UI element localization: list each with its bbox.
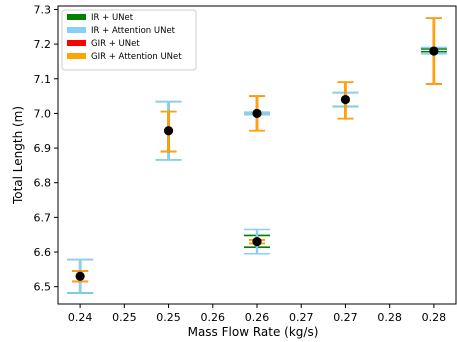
y-axis-label: Total Length (m): [11, 106, 25, 205]
legend-label: IR + UNet: [91, 13, 134, 23]
legend-swatch: [67, 53, 86, 59]
x-tick-label: 0.25: [156, 311, 181, 324]
data-point: [75, 271, 85, 281]
y-tick-label: 6.5: [34, 281, 52, 294]
y-tick-label: 6.6: [34, 246, 52, 259]
x-tick-label: 0.25: [112, 311, 137, 324]
legend-box: [61, 9, 197, 71]
data-point: [340, 94, 351, 105]
legend-label: GIR + UNet: [91, 39, 140, 49]
data-point: [429, 46, 439, 56]
y-tick-label: 6.8: [34, 177, 52, 190]
y-tick-label: 6.7: [34, 211, 52, 224]
x-axis-label: Mass Flow Rate (kg/s): [188, 325, 319, 339]
data-point: [252, 108, 262, 119]
legend-label: IR + Attention UNet: [91, 26, 176, 36]
series-1-errorbars: [67, 48, 447, 294]
legend-swatch: [67, 14, 86, 20]
data-point: [252, 237, 262, 247]
x-tick-label: 0.28: [377, 311, 402, 324]
legend-swatch: [67, 40, 86, 46]
x-tick-label: 0.26: [201, 311, 226, 324]
y-tick-label: 7.2: [34, 38, 52, 51]
legend-swatch: [67, 27, 86, 33]
legend-label: GIR + Attention UNet: [91, 52, 182, 62]
y-tick-label: 7.0: [34, 107, 52, 120]
y-tick-label: 6.9: [34, 142, 52, 155]
x-tick-label: 0.27: [333, 311, 358, 324]
x-tick-label: 0.24: [68, 311, 93, 324]
x-tick-label: 0.26: [245, 311, 270, 324]
axes: 0.24 0.25 0.25 0.26 0.26 0.27 0.27 0.28 0.28 6.5 6…: [11, 3, 457, 339]
series-2-errorbars: [67, 46, 447, 294]
y-tick-label: 7.1: [34, 73, 52, 86]
legend: IR + UNet IR + Attention UNet GIR + UNet GI…: [61, 9, 197, 71]
x-tick-label: 0.28: [422, 311, 447, 324]
data-point: [163, 126, 174, 136]
data-points: [75, 46, 439, 281]
y-tick-label: 7.3: [34, 3, 52, 16]
x-tick-label: 0.27: [289, 311, 314, 324]
